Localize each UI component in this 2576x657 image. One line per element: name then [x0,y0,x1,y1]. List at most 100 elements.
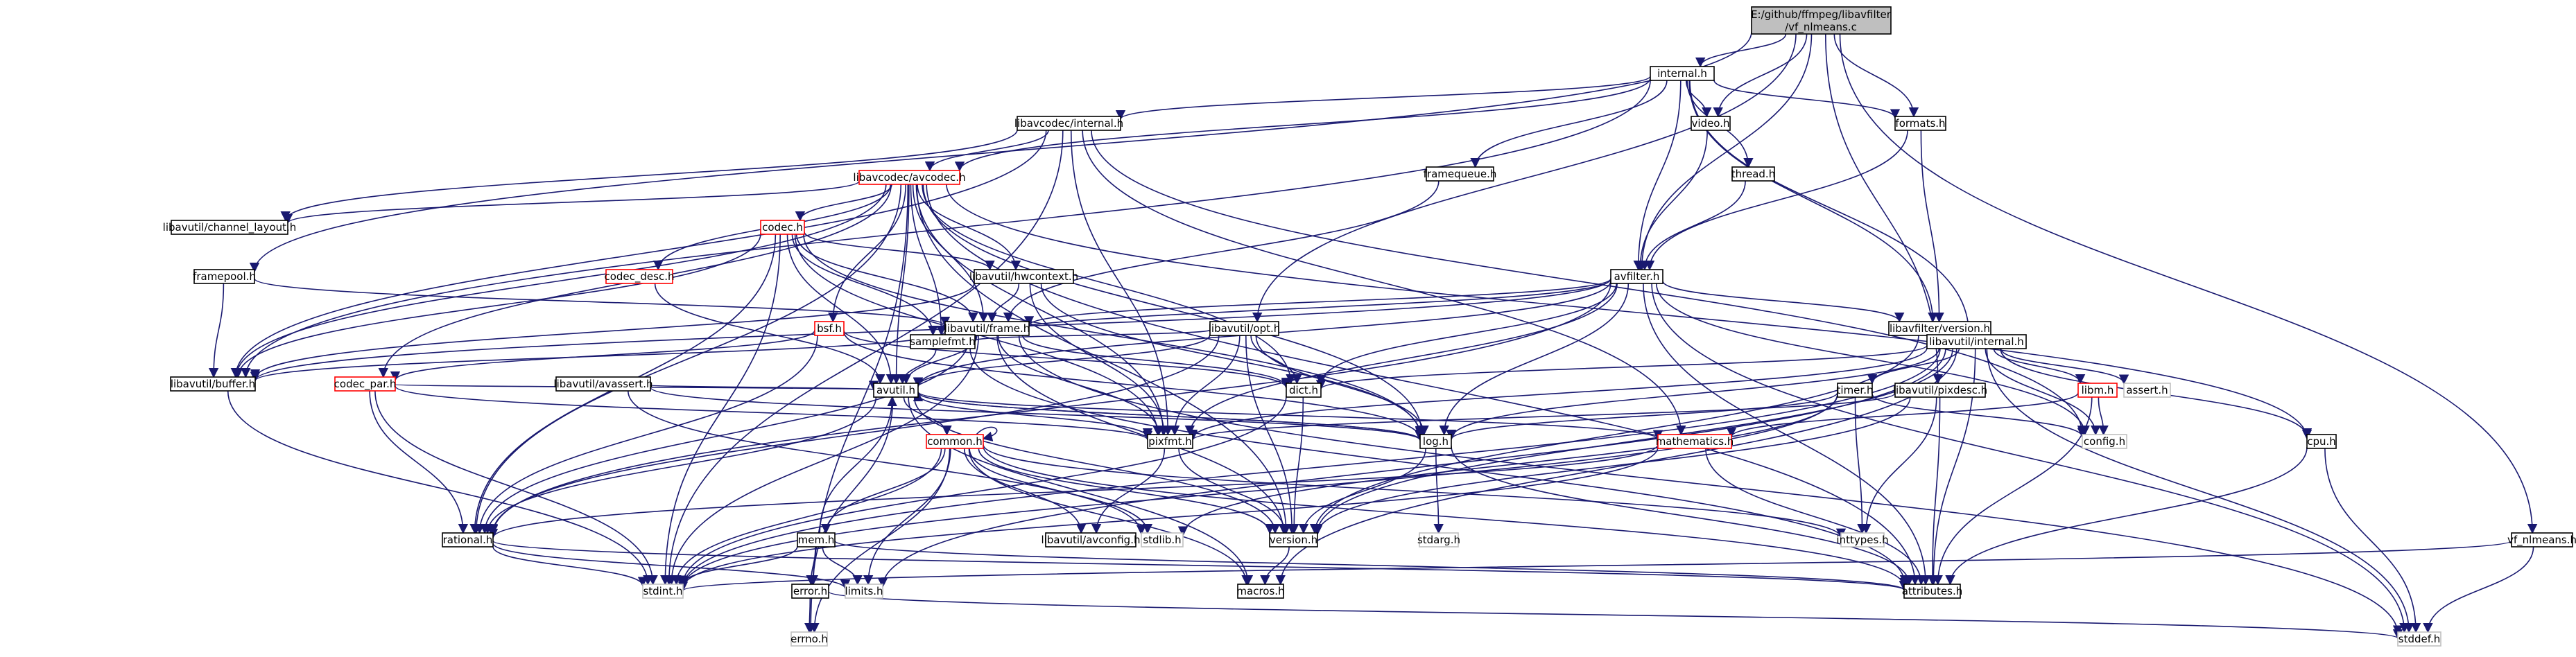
node-rational-h[interactable]: rational.h [442,532,494,548]
node-label: libavutil/internal.h [1929,335,2024,348]
edge-root-to-opt-h [1252,33,1797,323]
node-label: libavcodec/avcodec.h [853,171,965,184]
edge-util-internal-h-to-timer-h [1867,348,1960,385]
node-video-h[interactable]: video.h [1691,116,1731,131]
edge-root-to-vf-nlmeans-h [1839,33,2538,534]
node-stdlib-h[interactable]: stdlib.h [1141,532,1184,548]
edge-common-h-to-stdint-h [671,448,942,586]
node-label: common.h [927,435,983,448]
edge-log-h-to-stdarg-h [1433,448,1444,534]
edge-hwcontext-h-to-buffer-h [250,283,975,380]
node-avconfig-h[interactable]: libavutil/avconfig.h [1041,532,1141,548]
node-errno-h[interactable]: errno.h [790,631,828,647]
node-opt-h[interactable]: libavutil/opt.h [1209,321,1281,336]
edge-avcodec-h-to-avutil-h [891,184,910,385]
node-util-internal-h[interactable]: libavutil/internal.h [1926,334,2027,349]
edge-codec-h-to-stdint-h [660,234,781,586]
node-cpu-h[interactable]: cpu.h [2306,434,2337,449]
edge-internal-h-to-avcodec-h [954,78,1651,172]
node-formats-h[interactable]: formats.h [1894,116,1946,131]
edge-rational-h-to-attributes-h [492,540,1909,592]
node-stdint-h[interactable]: stdint.h [642,584,684,599]
node-avassert-h[interactable]: libavutil/avassert.h [553,376,653,392]
edge-root-to-video-h [1713,33,1808,118]
edge-dict-h-to-version-h [1289,396,1304,534]
node-log-h[interactable]: log.h [1419,434,1452,449]
edge-cpu-h-to-stddef-h [2324,448,2421,633]
edge-lavc-internal-h-to-pixfmt-h [1070,130,1173,436]
node-framepool-h[interactable]: framepool.h [193,269,256,284]
node-inttypes-h[interactable]: inttypes.h [1836,532,1889,548]
node-codec-par-h[interactable]: codec_par.h [334,376,397,392]
node-hwcontext-h[interactable]: libavutil/hwcontext.h [969,269,1078,284]
edge-formats-h-to-filter-version-h [1920,130,1944,323]
edge-rational-h-to-stdint-h [492,546,648,587]
edge-opt-h-to-avutil-h [913,334,1211,387]
edge-error-h-to-stddef-h [828,591,2403,640]
edge-hwcontext-h-to-frame-h [987,283,1020,323]
node-thread-h[interactable]: thread.h [1731,166,1775,182]
node-libm-h[interactable]: libm.h [2077,383,2118,398]
edge-avfilter-h-to-pixfmt-h [1184,283,1618,436]
edge-codec-par-h-to-stdint-h [374,390,658,586]
node-assert-h[interactable]: assert.h [2123,383,2171,398]
node-label: video.h [1692,117,1730,130]
node-buffer-h[interactable]: libavutil/buffer.h [170,376,256,392]
node-macros-h[interactable]: macros.h [1236,584,1285,599]
node-config-h[interactable]: config.h [2082,434,2127,449]
node-codec-desc-h[interactable]: codec_desc.h [604,269,675,284]
edge-internal-h-to-video-h [1685,80,1712,118]
node-stddef-h[interactable]: stddef.h [2397,631,2441,647]
node-frame-h[interactable]: libavutil/frame.h [944,321,1030,336]
node-label: libavutil/avassert.h [553,378,652,390]
node-label: codec.h [762,221,803,234]
node-vf-nlmeans-h[interactable]: vf_nlmeans.h [2507,532,2576,548]
node-pixfmt-h[interactable]: pixfmt.h [1147,434,1193,449]
root-label-line-1: E:/github/ffmpeg/libavfilter [1751,8,1892,21]
node-avcodec-h[interactable]: libavcodec/avcodec.h [853,170,966,185]
node-attributes-h[interactable]: attributes.h [1902,584,1963,599]
node-mem-h[interactable]: mem.h [797,532,836,548]
edge-pixfmt-h-to-avconfig-h [1091,448,1166,534]
node-label: error.h [793,585,827,597]
edge-timer-h-to-stdint-h [677,393,1838,589]
node-label: mem.h [798,534,835,546]
node-framequeue-h[interactable]: framequeue.h [1424,166,1497,182]
node-avfilter-h[interactable]: avfilter.h [1610,269,1663,284]
edge-pixfmt-h-to-version-h [1178,448,1290,534]
node-dict-h[interactable]: dict.h [1286,383,1322,398]
node-label: libavfilter/version.h [1890,322,1990,335]
node-label: libavcodec/internal.h [1014,117,1123,130]
node-label: cpu.h [2307,435,2336,448]
node-label: limits.h [845,585,883,597]
node-pixdesc-h[interactable]: libavutil/pixdesc.h [1893,383,1987,398]
node-root-vf-nlmeans-c[interactable]: E:/github/ffmpeg/libavfilter /vf_nlmeans… [1751,6,1892,35]
node-filter-version-h[interactable]: libavfilter/version.h [1888,321,1991,336]
node-label: codec_desc.h [604,270,674,283]
edge-log-h-to-version-h [1298,448,1426,534]
node-bsf-h[interactable]: bsf.h [814,321,845,336]
node-label: libavutil/frame.h [944,322,1030,335]
node-limits-h[interactable]: limits.h [845,584,883,599]
node-label: avutil.h [876,384,915,396]
edge-lavc-internal-h-to-channel-layout-h [280,130,1018,222]
node-codec-h[interactable]: codec.h [760,220,805,235]
node-error-h[interactable]: error.h [791,584,829,599]
edge-timer-h-to-inttypes-h [1854,396,1867,534]
node-avutil-h[interactable]: avutil.h [873,383,919,398]
node-channel-layout-h[interactable]: libavutil/channel_layout.h [163,220,297,235]
node-stdarg-h[interactable]: stdarg.h [1417,532,1460,548]
node-samplefmt-h[interactable]: samplefmt.h [910,334,976,349]
node-version-h[interactable]: version.h [1269,532,1318,548]
edge-util-internal-h-to-config-h [1985,348,2101,436]
edge-thread-h-to-avfilter-h [1639,180,1746,271]
edge-opt-h-to-dict-h [1250,335,1302,385]
node-mathematics-h[interactable]: mathematics.h [1656,434,1734,449]
edge-bsf-h-to-dict-h [843,330,1291,389]
edge-frame-h-to-stdint-h [666,335,979,586]
node-common-h[interactable]: common.h [926,434,984,449]
node-internal-h[interactable]: internal.h [1650,66,1715,81]
node-lavc-internal-h[interactable]: libavcodec/internal.h [1014,116,1123,131]
node-timer-h[interactable]: timer.h [1837,383,1874,398]
edge-framepool-h-to-buffer-h [208,283,225,378]
